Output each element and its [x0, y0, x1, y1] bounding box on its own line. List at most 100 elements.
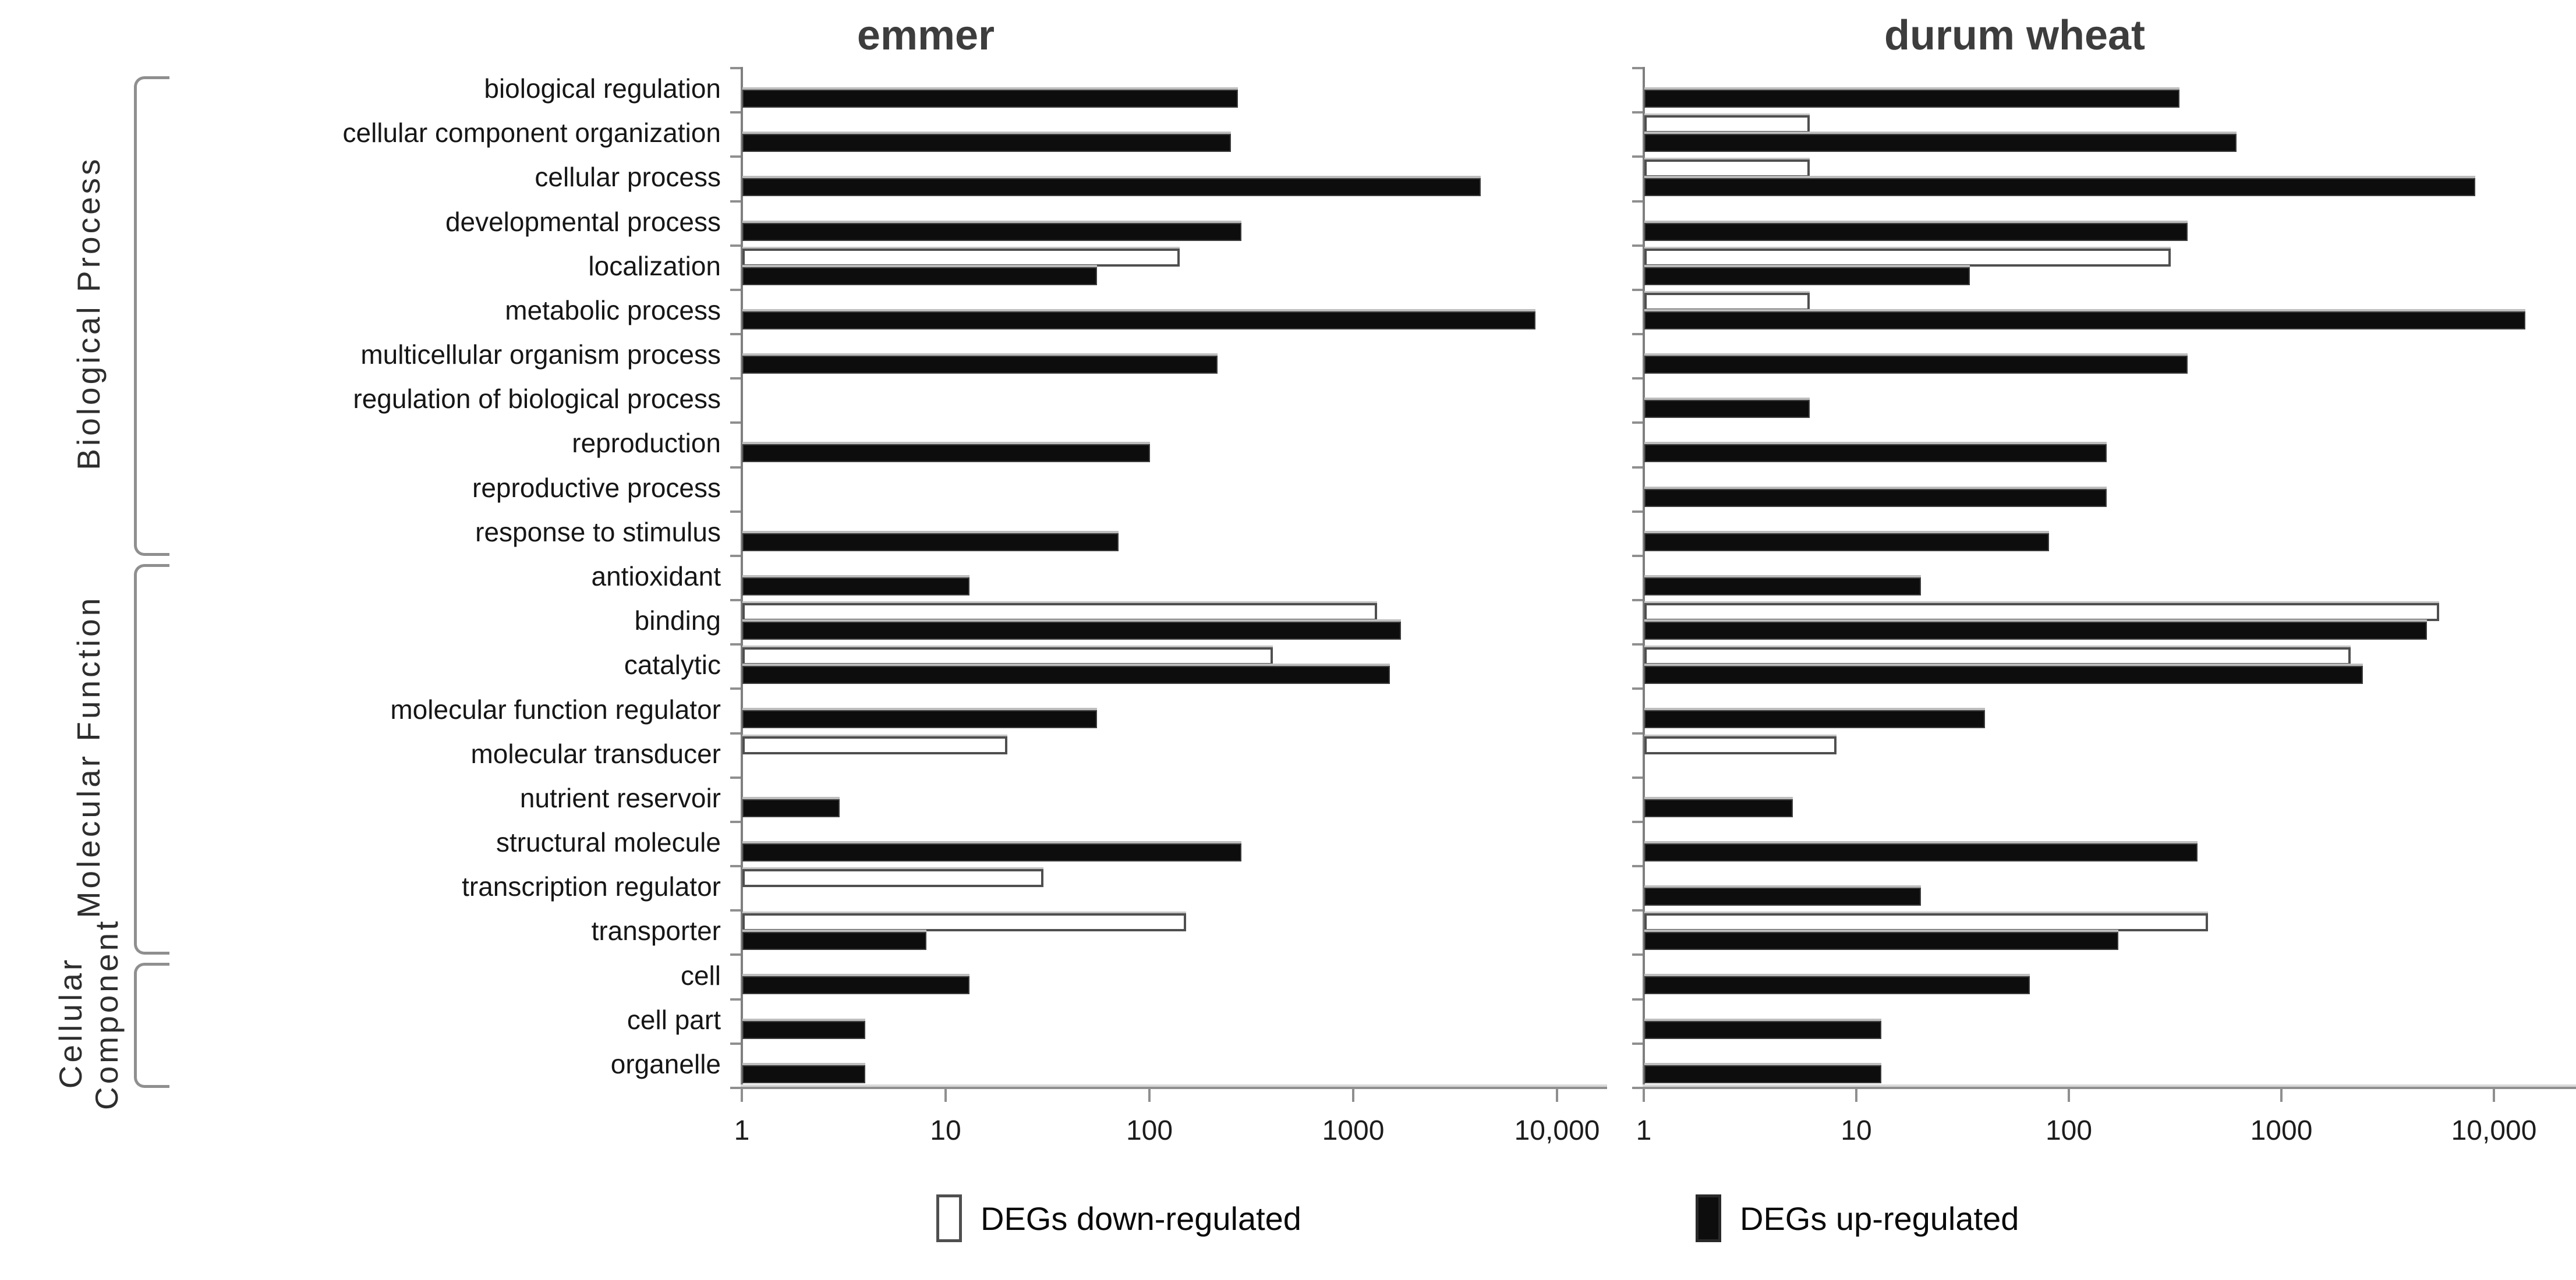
row-tick-emmer-13 — [730, 643, 741, 646]
bar-emmer-down-catalytic — [742, 647, 1273, 666]
row-tick-durum-wheat-8 — [1632, 421, 1643, 424]
row-tick-emmer-1 — [730, 111, 741, 114]
row-tick-durum-wheat-22 — [1632, 1042, 1643, 1045]
row-tick-durum-wheat-7 — [1632, 377, 1643, 380]
bar-durum-wheat-up-transcription-regulator — [1644, 888, 1921, 906]
row-tick-emmer-8 — [730, 421, 741, 424]
bar-durum-wheat-up-cell-part — [1644, 1020, 1881, 1039]
bar-durum-wheat-up-cellular-process — [1644, 178, 2475, 197]
bar-emmer-up-cellular-component-organization — [742, 134, 1231, 153]
chart-title-emmer: emmer — [857, 12, 995, 59]
row-tick-emmer-11 — [730, 554, 741, 557]
row-tick-durum-wheat-12 — [1632, 599, 1643, 602]
bar-durum-wheat-down-binding — [1644, 603, 2439, 622]
row-tick-emmer-5 — [730, 288, 741, 291]
category-label-developmental-process: developmental process — [445, 206, 721, 237]
x-tick-durum-wheat-1 — [1643, 1089, 1645, 1102]
category-label-biological-regulation: biological regulation — [484, 73, 721, 104]
category-label-multicellular-organism-process: multicellular organism process — [360, 339, 721, 370]
row-tick-emmer-10 — [730, 510, 741, 513]
x-tick-emmer-10,000 — [1556, 1089, 1558, 1102]
bar-emmer-up-developmental-process — [742, 222, 1241, 241]
bar-durum-wheat-up-molecular-function-regulator — [1644, 710, 1985, 729]
group-bracket-biological-process — [134, 76, 169, 556]
row-tick-durum-wheat-17 — [1632, 820, 1643, 823]
category-label-response-to-stimulus: response to stimulus — [475, 516, 721, 547]
row-tick-durum-wheat-20 — [1632, 953, 1643, 956]
row-tick-emmer-4 — [730, 244, 741, 247]
row-tick-emmer-21 — [730, 998, 741, 1001]
x-tick-durum-wheat-10,000 — [2493, 1089, 2495, 1102]
row-tick-emmer-6 — [730, 333, 741, 336]
bar-emmer-up-nutrient-reservoir — [742, 799, 840, 817]
row-tick-durum-wheat-10 — [1632, 510, 1643, 513]
bar-emmer-down-molecular-transducer — [742, 736, 1007, 754]
bar-emmer-down-binding — [742, 603, 1377, 622]
x-tick-label-durum-wheat-2: 100 — [2045, 1115, 2093, 1146]
row-tick-durum-wheat-18 — [1632, 865, 1643, 868]
x-tick-emmer-1 — [741, 1089, 743, 1102]
row-tick-emmer-2 — [730, 155, 741, 158]
row-tick-durum-wheat-19 — [1632, 909, 1643, 912]
bar-durum-wheat-down-cellular-process — [1644, 159, 1810, 178]
category-label-binding: binding — [634, 605, 721, 636]
bar-durum-wheat-up-cell — [1644, 976, 2030, 995]
bar-durum-wheat-up-reproductive-process — [1644, 488, 2107, 507]
row-tick-durum-wheat-11 — [1632, 554, 1643, 557]
x-tick-label-emmer-4: 10,000 — [1514, 1115, 1600, 1146]
bar-emmer-up-response-to-stimulus — [742, 533, 1119, 551]
x-axis-durum-wheat — [1643, 1087, 2576, 1089]
legend-swatch-down-regulated — [936, 1194, 962, 1242]
row-tick-durum-wheat-23 — [1632, 1087, 1643, 1089]
group-label-biological-process: Biological Process — [70, 156, 107, 470]
bar-emmer-up-multicellular-organism-process — [742, 356, 1218, 374]
row-tick-durum-wheat-9 — [1632, 466, 1643, 469]
group-label-molecular-function: Molecular Function — [70, 595, 107, 919]
row-tick-durum-wheat-4 — [1632, 244, 1643, 247]
bar-durum-wheat-up-reproduction — [1644, 444, 2107, 463]
row-tick-durum-wheat-15 — [1632, 732, 1643, 735]
bar-emmer-up-antioxidant — [742, 577, 969, 595]
legend-label-up-regulated: DEGs up-regulated — [1740, 1200, 2019, 1237]
category-label-molecular-function-regulator: molecular function regulator — [390, 694, 721, 725]
bar-durum-wheat-down-metabolic-process — [1644, 292, 1810, 311]
x-tick-label-emmer-0: 1 — [734, 1115, 750, 1146]
x-tick-label-durum-wheat-3: 1000 — [2250, 1115, 2313, 1146]
row-tick-emmer-20 — [730, 953, 741, 956]
row-tick-emmer-18 — [730, 865, 741, 868]
category-label-reproduction: reproduction — [572, 428, 721, 459]
bar-durum-wheat-up-response-to-stimulus — [1644, 533, 2049, 551]
bar-emmer-up-metabolic-process — [742, 311, 1535, 329]
x-tick-emmer-10 — [944, 1089, 947, 1102]
bar-durum-wheat-up-developmental-process — [1644, 222, 2188, 241]
x-tick-label-emmer-1: 10 — [930, 1115, 961, 1146]
x-tick-durum-wheat-1000 — [2280, 1089, 2283, 1102]
bar-durum-wheat-down-molecular-transducer — [1644, 736, 1837, 754]
x-tick-label-emmer-3: 1000 — [1322, 1115, 1385, 1146]
row-tick-durum-wheat-0 — [1632, 67, 1643, 69]
bar-emmer-up-binding — [742, 622, 1401, 640]
category-label-organelle: organelle — [610, 1048, 721, 1079]
bar-durum-wheat-up-binding — [1644, 622, 2427, 640]
row-tick-durum-wheat-3 — [1632, 200, 1643, 203]
category-label-localization: localization — [588, 250, 721, 281]
legend-swatch-up-regulated — [1696, 1194, 1721, 1242]
bar-emmer-up-cell-part — [742, 1020, 865, 1039]
category-label-reproductive-process: reproductive process — [472, 472, 721, 503]
bar-durum-wheat-up-regulation-of-biological-process — [1644, 400, 1810, 419]
bar-durum-wheat-up-catalytic — [1644, 666, 2363, 685]
category-label-metabolic-process: metabolic process — [505, 295, 721, 325]
x-tick-emmer-100 — [1148, 1089, 1151, 1102]
x-tick-label-emmer-2: 100 — [1126, 1115, 1173, 1146]
row-tick-emmer-23 — [730, 1087, 741, 1089]
category-label-structural-molecule: structural molecule — [496, 827, 721, 858]
row-tick-emmer-0 — [730, 67, 741, 69]
x-tick-emmer-1000 — [1352, 1089, 1354, 1102]
bar-emmer-up-molecular-function-regulator — [742, 710, 1097, 729]
x-tick-label-durum-wheat-4: 10,000 — [2451, 1115, 2537, 1146]
category-label-molecular-transducer: molecular transducer — [470, 738, 721, 769]
category-label-transcription-regulator: transcription regulator — [462, 871, 721, 902]
bar-durum-wheat-down-cellular-component-organization — [1644, 115, 1810, 134]
category-label-nutrient-reservoir: nutrient reservoir — [519, 782, 721, 813]
bar-emmer-up-reproduction — [742, 444, 1150, 463]
